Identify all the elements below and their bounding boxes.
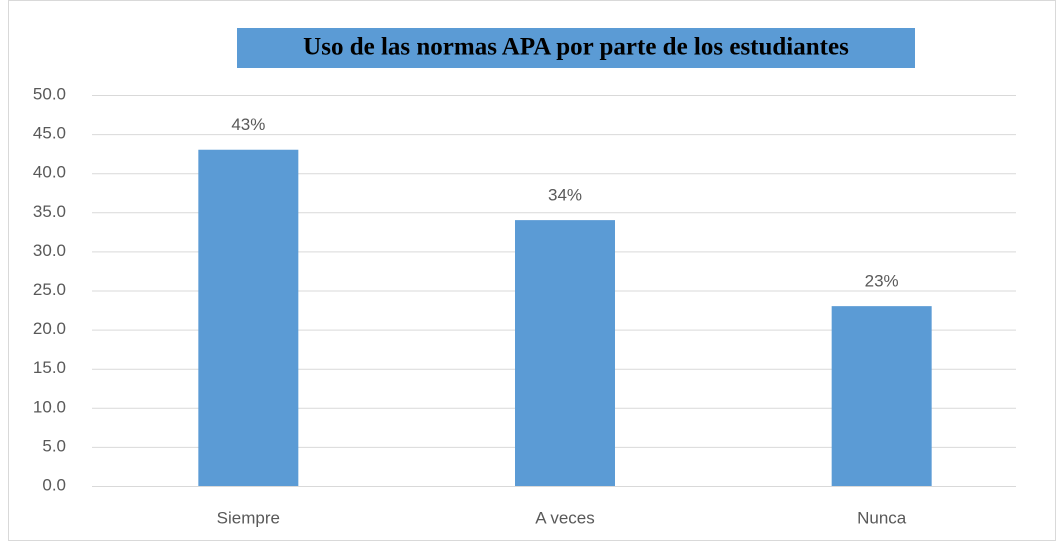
data-label: 43% xyxy=(231,115,265,134)
title-box xyxy=(237,28,915,68)
data-label: 23% xyxy=(865,272,899,291)
x-tick-label: Siempre xyxy=(217,508,280,527)
y-tick-label: 20.0 xyxy=(33,319,66,338)
y-tick-label: 25.0 xyxy=(33,280,66,299)
y-tick-label: 45.0 xyxy=(33,124,66,143)
bar xyxy=(831,306,932,486)
y-tick-label: 35.0 xyxy=(33,202,66,221)
y-tick-label: 40.0 xyxy=(33,163,66,182)
x-tick-label: A veces xyxy=(535,508,595,527)
data-label: 34% xyxy=(548,186,582,205)
y-tick-label: 0.0 xyxy=(42,475,66,494)
y-tick-label: 50.0 xyxy=(33,84,66,103)
x-tick-label: Nunca xyxy=(857,508,907,527)
y-tick-label: 10.0 xyxy=(33,397,66,416)
y-tick-label: 15.0 xyxy=(33,358,66,377)
chart-title: Uso de las normas APA por parte de los e… xyxy=(303,34,849,61)
y-tick-label: 5.0 xyxy=(42,436,66,455)
y-tick-label: 30.0 xyxy=(33,241,66,260)
bar xyxy=(198,149,299,487)
bar xyxy=(515,220,615,486)
